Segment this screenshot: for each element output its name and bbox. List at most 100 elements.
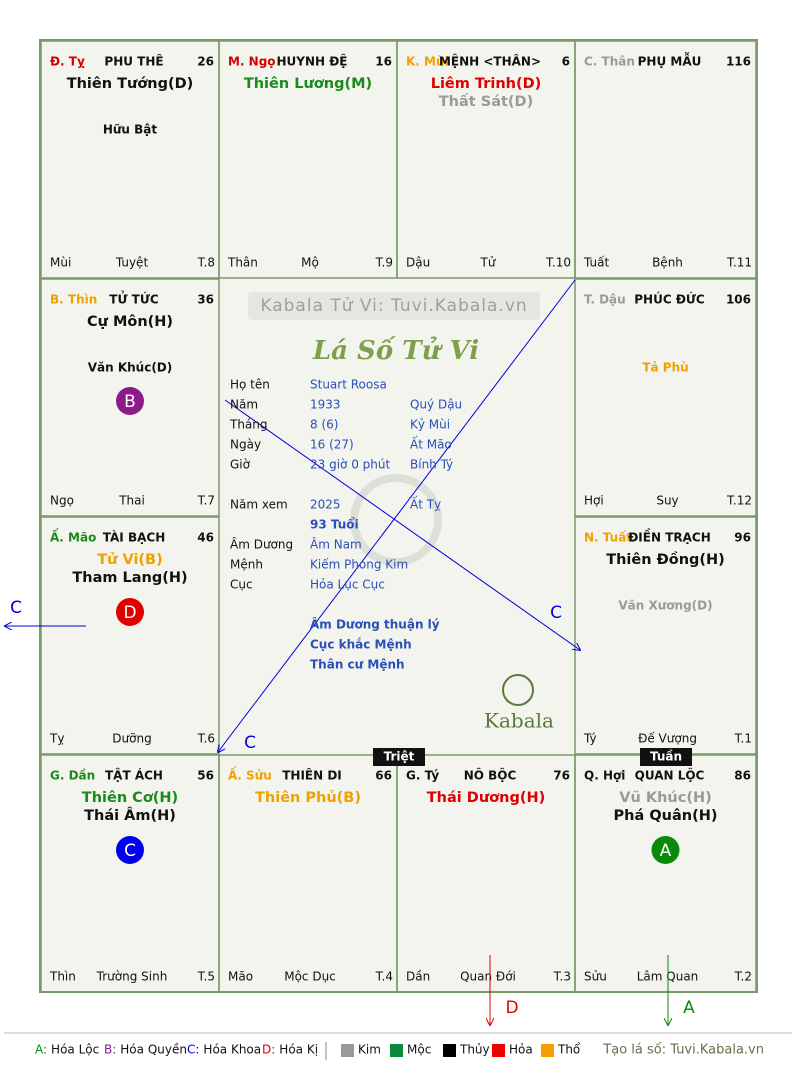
badge-letter: D xyxy=(123,603,136,623)
palace-name: NÔ BỘC xyxy=(464,768,517,783)
palace-cell xyxy=(574,278,757,517)
note: Âm Dương thuận lý xyxy=(310,617,440,632)
main-star: Liêm Trinh(D) xyxy=(431,76,542,92)
main-star: Thiên Cơ(H) xyxy=(82,790,178,806)
legend-label: Hóa Lộc xyxy=(51,1043,99,1057)
badge-letter: B xyxy=(124,392,136,412)
arrow-label: A xyxy=(683,998,695,1018)
legend-key: B: xyxy=(104,1043,116,1057)
element-swatch xyxy=(492,1044,505,1057)
info-value: Hỏa Lục Cục xyxy=(310,578,385,592)
main-star: Vũ Khúc(H) xyxy=(619,790,711,806)
triet-box xyxy=(373,748,425,766)
branch: T. Dậu xyxy=(584,293,626,307)
palace-number: 16 xyxy=(375,55,392,69)
triet: Triệt xyxy=(384,750,415,764)
bottom-branch: Hợi xyxy=(584,494,604,508)
main-star: Cự Môn(H) xyxy=(87,314,173,330)
badge-letter: A xyxy=(660,841,672,861)
element-label: Thổ xyxy=(557,1043,581,1057)
palace-number: 106 xyxy=(726,293,751,307)
logo-icon xyxy=(502,674,534,706)
stage: Bệnh xyxy=(652,256,683,270)
legend-label: Hóa Khoa xyxy=(203,1043,261,1057)
info-value: Kiếm Phong Kim xyxy=(310,558,408,572)
bottom-branch: Tỵ xyxy=(49,732,64,746)
arrow-label: C xyxy=(550,603,562,623)
info-label: Giờ xyxy=(230,458,251,472)
info-label: Họ tên xyxy=(230,378,270,392)
bottom-branch: Sửu xyxy=(584,970,607,984)
info-can-chi: Ất Mão xyxy=(410,436,452,452)
branch: G. Dần xyxy=(50,769,95,783)
main-star: Thái Dương(H) xyxy=(427,790,545,806)
palace-number: 6 xyxy=(562,55,570,69)
minor-star: Tả Phù xyxy=(642,361,688,375)
palace-name: PHỤ MẪU xyxy=(638,53,702,69)
main-star: Tham Lang(H) xyxy=(72,570,187,586)
branch: G. Tý xyxy=(406,769,439,783)
branch: K. Mùi xyxy=(406,55,449,69)
palace-name: TỬ TỨC xyxy=(109,291,159,307)
palace-name: PHU THÊ xyxy=(104,54,163,69)
info-value: Âm Nam xyxy=(310,537,362,552)
palace-number: 56 xyxy=(197,769,214,783)
palace-name: THIÊN DI xyxy=(282,768,342,783)
term: T.2 xyxy=(734,970,752,984)
palace-cell xyxy=(40,278,220,517)
palace-name: MỆNH <THÂN> xyxy=(439,54,541,69)
term: T.8 xyxy=(197,256,215,270)
stage: Thai xyxy=(118,494,145,508)
minor-star: Văn Xương(D) xyxy=(618,599,712,613)
info-value: 16 (27) xyxy=(310,438,354,452)
term: T.10 xyxy=(545,256,571,270)
stage: Quan Đới xyxy=(460,970,516,984)
palace-number: 116 xyxy=(726,55,751,69)
legend-label: Hóa Kị xyxy=(279,1043,318,1057)
palace-cell xyxy=(574,40,757,279)
tuan: Tuần xyxy=(650,750,682,764)
info-label: Mệnh xyxy=(230,558,263,572)
term: T.1 xyxy=(734,732,752,746)
element-label: Hỏa xyxy=(509,1043,533,1057)
main-star: Thái Âm(H) xyxy=(84,807,176,824)
info-value: 23 giờ 0 phút xyxy=(310,458,390,472)
term: T.5 xyxy=(197,970,215,984)
stage: Đế Vượng xyxy=(638,732,697,746)
term: T.11 xyxy=(726,256,752,270)
branch: Đ. Tỵ xyxy=(50,55,85,69)
bottom-branch: Dậu xyxy=(406,256,430,270)
info-value: 1933 xyxy=(310,398,341,412)
palace-name: ĐIỀN TRẠCH xyxy=(628,528,711,545)
palace-number: 76 xyxy=(553,769,570,783)
info-value: 93 Tuổi xyxy=(310,517,359,532)
info-label: Ngày xyxy=(230,438,261,452)
element-swatch xyxy=(541,1044,554,1057)
palace-name: PHÚC ĐỨC xyxy=(634,292,705,307)
branch: Q. Hợi xyxy=(584,769,625,783)
stage: Tử xyxy=(480,256,497,270)
main-star: Phá Quân(H) xyxy=(614,808,718,824)
arrow-label: C xyxy=(244,733,256,753)
transform-badge xyxy=(116,598,144,626)
stage: Mộc Dục xyxy=(284,970,336,984)
term: T.4 xyxy=(375,970,393,984)
tuan-box xyxy=(640,748,692,766)
info-label: Cục xyxy=(230,578,253,592)
main-star: Thiên Tướng(D) xyxy=(67,76,194,92)
main-star: Thiên Đồng(H) xyxy=(606,551,725,568)
info-value: Stuart Roosa xyxy=(310,378,387,392)
palace-name: QUAN LỘC xyxy=(635,768,705,783)
branch: C. Thân xyxy=(584,55,635,69)
arrow-label: D xyxy=(505,998,518,1018)
palace-number: 26 xyxy=(197,55,214,69)
info-can-chi: Ất Tỵ xyxy=(410,496,441,512)
center-emblem xyxy=(350,474,442,566)
palace-name: TẬT ÁCH xyxy=(105,768,163,783)
logo: Kabala xyxy=(484,709,554,733)
bottom-branch: Dần xyxy=(406,970,430,984)
bottom-branch: Tuất xyxy=(583,256,609,270)
transform-badge xyxy=(116,387,144,415)
element-label: Kim xyxy=(358,1043,381,1057)
main-star: Thất Sát(D) xyxy=(439,93,533,110)
